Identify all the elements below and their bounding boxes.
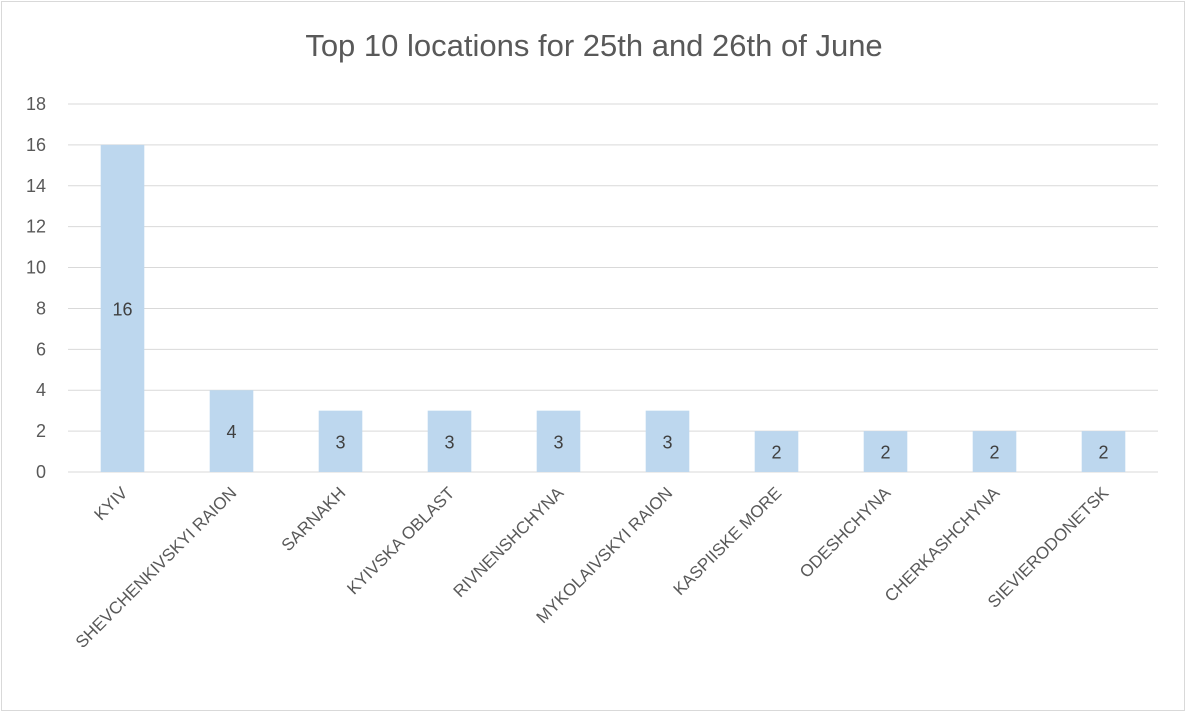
data-label: 3 <box>335 432 345 452</box>
y-tick-label: 4 <box>36 380 46 400</box>
y-tick-label: 12 <box>26 217 46 237</box>
y-tick-label: 14 <box>26 176 46 196</box>
y-tick-label: 0 <box>36 462 46 482</box>
bar <box>972 431 1017 472</box>
x-tick-label: KYIVSKA OBLAST <box>343 483 458 598</box>
bar <box>100 144 145 472</box>
y-tick-label: 2 <box>36 421 46 441</box>
data-label: 2 <box>1098 443 1108 463</box>
x-tick-label: KASPIISKE MORE <box>670 483 786 599</box>
data-label: 16 <box>112 299 132 319</box>
y-axis: 0 2 4 6 8 10 12 14 16 18 <box>26 94 46 482</box>
y-tick-label: 8 <box>36 298 46 318</box>
x-tick-label: KYIV <box>90 483 131 524</box>
data-label: 2 <box>880 443 890 463</box>
bar <box>645 410 690 472</box>
x-tick-label: SARNAKH <box>278 483 350 555</box>
chart-title: Top 10 locations for 25th and 26th of Ju… <box>305 28 883 63</box>
bar <box>427 410 472 472</box>
data-label: 3 <box>444 432 454 452</box>
data-labels: 16 4 3 3 3 3 2 2 2 2 <box>112 299 1108 462</box>
gridlines <box>68 103 1158 473</box>
bar <box>318 410 363 472</box>
bars <box>100 144 1126 472</box>
y-tick-label: 10 <box>26 258 46 278</box>
data-label: 4 <box>226 422 236 442</box>
y-tick-label: 16 <box>26 135 46 155</box>
x-tick-label: RIVNENSHCHYNA <box>450 483 568 601</box>
bar <box>754 431 799 472</box>
data-label: 2 <box>771 443 781 463</box>
x-tick-label: SIEVIERODONETSK <box>984 483 1113 612</box>
y-tick-label: 6 <box>36 339 46 359</box>
data-label: 3 <box>553 432 563 452</box>
bar <box>536 410 581 472</box>
data-label: 2 <box>989 443 999 463</box>
bar <box>863 431 908 472</box>
bar <box>1081 431 1126 472</box>
x-tick-label: CHERKASHCHYNA <box>881 483 1004 606</box>
bar <box>209 390 254 472</box>
y-tick-label: 18 <box>26 94 46 114</box>
x-tick-label: ODESHCHYNA <box>796 483 895 582</box>
data-label: 3 <box>662 432 672 452</box>
